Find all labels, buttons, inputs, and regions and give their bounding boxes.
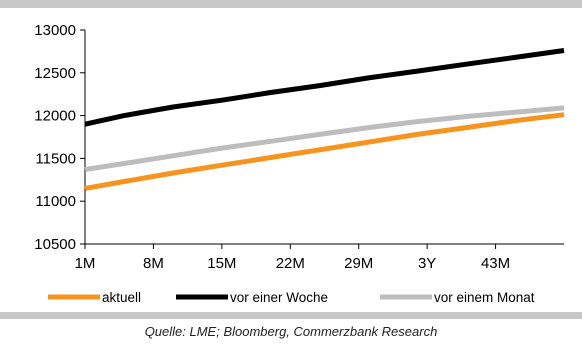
line-chart: 10500 11000 11500 12000 12500 13000 1M 8M 15M 22M… [34, 22, 565, 305]
bottom-rule [0, 312, 582, 319]
source-note: Quelle: LME; Bloomberg, Commerzbank Rese… [144, 324, 438, 339]
series-line [84, 112, 565, 191]
y-tick-label: 11000 [35, 193, 76, 210]
y-tick-label: 10500 [34, 236, 76, 253]
x-tick-label: 1M [75, 255, 96, 272]
y-tick-label: 13000 [34, 22, 76, 39]
x-tick-label: 8M [143, 255, 164, 272]
series-line [84, 48, 565, 127]
x-tick-label: 3Y [418, 255, 436, 272]
x-tick-label: 43M [481, 255, 510, 272]
x-tick-label: 22M [276, 255, 305, 272]
y-tick-label: 12500 [34, 65, 76, 82]
top-rule [0, 0, 582, 8]
legend-label: vor einem Monat [434, 290, 535, 305]
legend-label: aktuell [102, 290, 141, 305]
series-line [84, 105, 565, 172]
x-tick-label: 29M [344, 255, 373, 272]
x-tick-label: 15M [207, 255, 236, 272]
legend-label: vor einer Woche [230, 290, 328, 305]
y-tick-label: 12000 [34, 108, 76, 125]
y-tick-label: 11500 [35, 150, 76, 167]
